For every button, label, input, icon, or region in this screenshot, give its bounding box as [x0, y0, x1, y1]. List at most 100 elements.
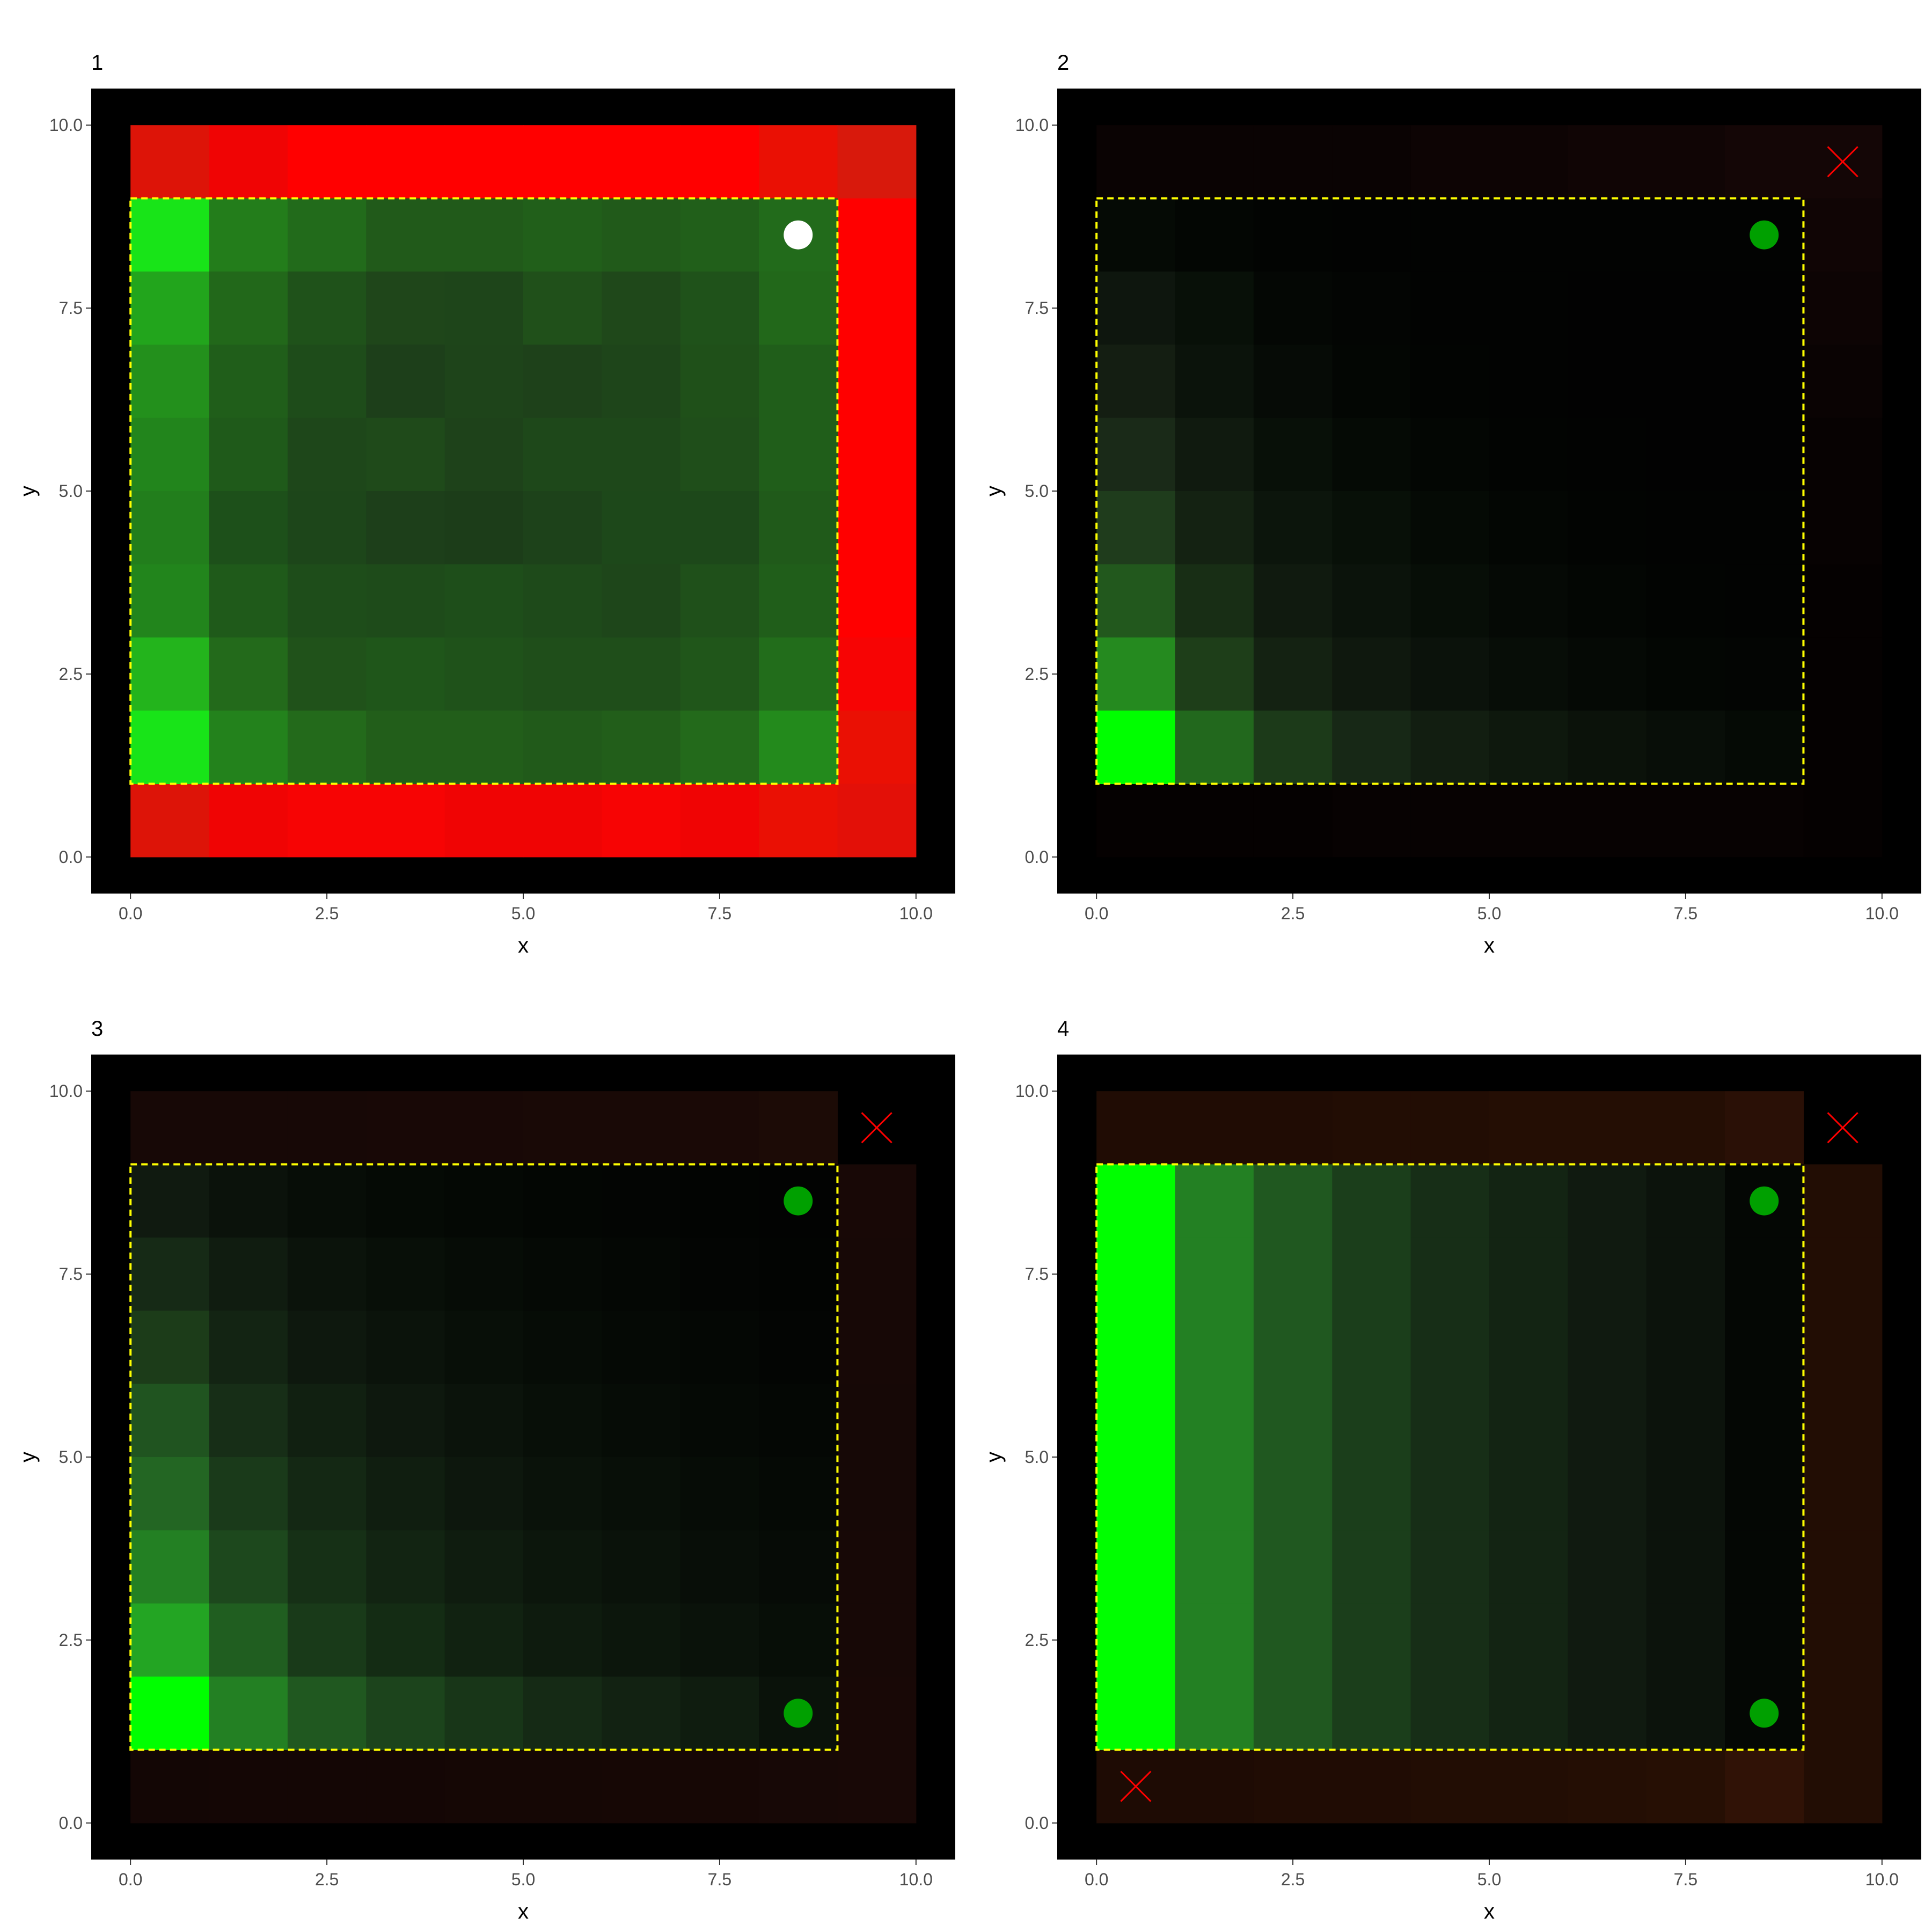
heatmap-cell: [1568, 1457, 1647, 1531]
y-axis-title: y: [16, 486, 40, 496]
heatmap-cell: [1568, 1677, 1647, 1751]
x-tick-label: 10.0: [899, 904, 933, 923]
heatmap-cell: [287, 491, 367, 565]
heatmap-cell: [837, 1603, 917, 1677]
heatmap-cell: [1489, 198, 1568, 272]
x-tick-label: 0.0: [1085, 904, 1108, 923]
heatmap-cell: [1489, 1750, 1568, 1824]
x-tick-label: 5.0: [1477, 1870, 1501, 1889]
heatmap-cell: [837, 1457, 917, 1531]
heatmap-cell: [523, 1311, 602, 1385]
heatmap-cell: [837, 1530, 917, 1604]
heatmap-cell: [602, 418, 681, 492]
heatmap-cell: [287, 345, 367, 419]
heatmap-cell: [523, 1457, 602, 1531]
heatmap-cell: [837, 1750, 917, 1824]
heatmap-cell: [287, 784, 367, 858]
heatmap-cell: [1725, 1091, 1804, 1165]
heatmap-cell: [1410, 637, 1490, 711]
panel-2: 2 x y 0.0 2.5 5.0 7.5 10.0 0.0 2.5 5.0 7.5 10.0: [982, 51, 1921, 957]
heatmap-cell: [1489, 345, 1568, 419]
heatmap-cell: [523, 1384, 602, 1458]
heatmap-cell: [209, 1457, 288, 1531]
heatmap-cell: [130, 125, 210, 199]
heatmap-cell: [1489, 1237, 1568, 1311]
heatmap-cell: [209, 198, 288, 272]
heatmap-cell: [1410, 125, 1490, 199]
heatmap-cell: [1175, 418, 1254, 492]
heatmap-cell: [1803, 637, 1883, 711]
agent-marker: [1750, 1699, 1779, 1728]
heatmap-cell: [1175, 1237, 1254, 1311]
x-tick-label: 2.5: [1281, 1870, 1305, 1889]
heatmap-cell: [1096, 1530, 1176, 1604]
heatmap-cell: [680, 125, 759, 199]
heatmap-cell: [523, 198, 602, 272]
heatmap-cell: [680, 1603, 759, 1677]
heatmap-cell: [209, 1677, 288, 1751]
heatmap-cell: [680, 1530, 759, 1604]
heatmap-cell: [1803, 271, 1883, 345]
heatmap-cell: [1568, 1750, 1647, 1824]
heatmap-cell: [1253, 198, 1333, 272]
heatmap-cell: [759, 711, 838, 785]
heatmap-cell: [523, 1603, 602, 1677]
heatmap-cell: [1096, 1237, 1176, 1311]
heatmap-cell: [287, 1237, 367, 1311]
heatmap-cell: [1410, 1091, 1490, 1165]
heatmap-cell: [523, 345, 602, 419]
y-tick-label: 5.0: [59, 1447, 83, 1467]
heatmap-cell: [1725, 1750, 1804, 1824]
heatmap-cell: [209, 1091, 288, 1165]
heatmap-cell: [1568, 1603, 1647, 1677]
heatmap-cell: [1646, 125, 1725, 199]
heatmap-cell: [602, 564, 681, 638]
heatmap-cell: [1489, 1530, 1568, 1604]
heatmap-cell: [366, 125, 445, 199]
heatmap-cell: [1646, 1091, 1725, 1165]
heatmap-cell: [130, 711, 210, 785]
heatmap-cell: [1725, 564, 1804, 638]
heatmap-cell: [1489, 1311, 1568, 1385]
agent-marker: [1750, 220, 1779, 250]
heatmap-cell: [1332, 1457, 1411, 1531]
heatmap-cell: [1725, 1603, 1804, 1677]
heatmap-cell: [1803, 1457, 1883, 1531]
heatmap-cell: [602, 1311, 681, 1385]
x-tick-label: 0.0: [1085, 1870, 1108, 1889]
x-tick-label: 10.0: [899, 1870, 933, 1889]
heatmap-cell: [209, 1750, 288, 1824]
heatmap-cell: [1646, 1164, 1725, 1238]
heatmap-cell: [1646, 345, 1725, 419]
heatmap-cell: [1410, 1750, 1490, 1824]
heatmap-cell: [209, 345, 288, 419]
y-tick-label: 2.5: [59, 664, 83, 684]
y-tick-label: 5.0: [1025, 481, 1049, 501]
heatmap-cell: [287, 711, 367, 785]
heatmap-cell: [759, 271, 838, 345]
heatmap-cell: [602, 271, 681, 345]
heatmap-cell: [130, 637, 210, 711]
heatmap-cell: [1489, 1164, 1568, 1238]
heatmap-cell: [130, 1530, 210, 1604]
heatmap-cell: [287, 1603, 367, 1677]
heatmap-cell: [1175, 1091, 1254, 1165]
heatmap-cell: [1332, 198, 1411, 272]
heatmap-cell: [602, 1091, 681, 1165]
heatmap-cell: [680, 784, 759, 858]
y-tick-label: 10.0: [1015, 1081, 1049, 1101]
x-tick-label: 5.0: [511, 904, 535, 923]
heatmap-cell: [1175, 1384, 1254, 1458]
heatmap-cell: [1725, 345, 1804, 419]
heatmap-cell: [523, 1677, 602, 1751]
heatmap-cell: [1253, 418, 1333, 492]
heatmap-cell: [1803, 1384, 1883, 1458]
heatmap-cell: [366, 784, 445, 858]
heatmap-cell: [1332, 1311, 1411, 1385]
heatmap-cell: [1332, 1237, 1411, 1311]
heatmap-cell: [837, 1164, 917, 1238]
heatmap-cell: [1332, 345, 1411, 419]
heatmap-cell: [1175, 1603, 1254, 1677]
x-axis-title: x: [518, 1900, 529, 1923]
heatmap-cell: [366, 1311, 445, 1385]
